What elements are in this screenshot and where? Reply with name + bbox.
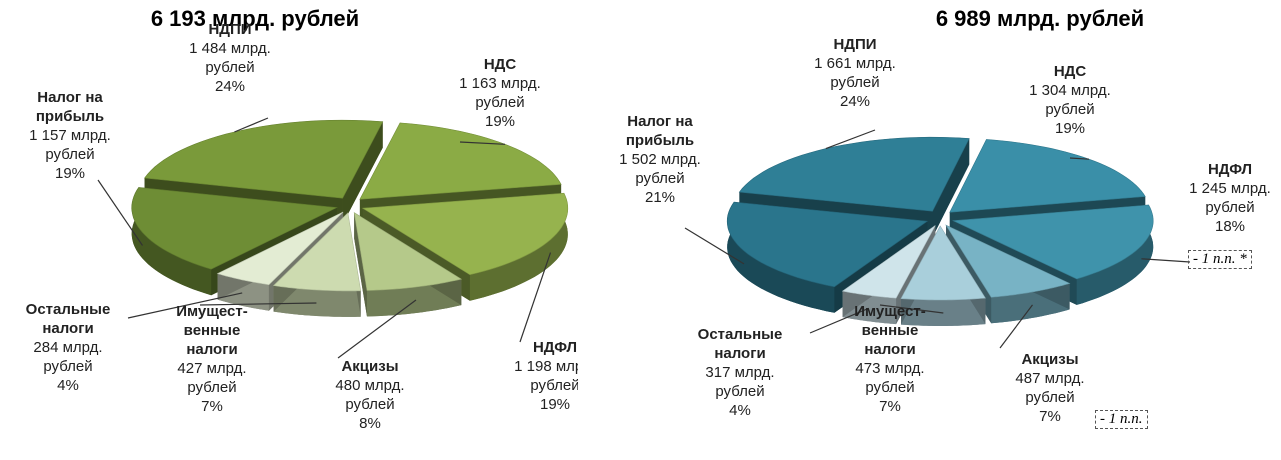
share-label: 19% <box>1054 120 1086 137</box>
value-label: 480 млрд. рублей <box>335 377 405 413</box>
category-label: НДФЛ <box>1207 161 1253 178</box>
slice <box>272 212 362 292</box>
value-label: 1 502 млрд. рублей <box>619 151 701 187</box>
value-label: 1 163 млрд. рублей <box>459 75 541 111</box>
leader-line <box>1069 157 1090 160</box>
category-label: НДС <box>483 56 517 73</box>
slice-label: Налог на прибыль 1 502 млрд. рублей 21% <box>612 112 708 207</box>
leader-line <box>825 129 876 150</box>
chart-title: 6 989 млрд. рублей <box>935 6 1145 31</box>
share-label: 4% <box>729 402 751 419</box>
share-label: 4% <box>57 377 79 394</box>
chart-panel: 6 193 млрд. рублей НДПИ 1 484 млрд. рублей… <box>0 0 578 460</box>
leader-line <box>199 302 317 306</box>
slice-label: Остальные налоги 317 млрд. рублей 4% <box>692 325 788 420</box>
slice-label: НДФЛ 1 245 млрд. рублей 18% <box>1182 160 1278 236</box>
slice <box>353 211 463 291</box>
leader-line <box>459 141 506 145</box>
category-label: Имущест-венные налоги <box>854 303 926 358</box>
slice-label: НДФЛ 1 198 млрд. рублей 19% <box>507 338 578 414</box>
slice-label: Налог на прибыль 1 157 млрд. рублей 19% <box>22 88 118 183</box>
chart <box>684 129 1191 349</box>
slice-side <box>131 187 212 296</box>
slice-label: Имущест-венные налоги 427 млрд. рублей 7% <box>164 302 260 416</box>
share-label: 24% <box>214 78 246 95</box>
annotation: - 1 п.п. <box>1095 410 1148 429</box>
slice <box>361 192 569 276</box>
leader-line <box>234 117 269 133</box>
chart-title: 6 193 млрд. рублей <box>150 6 360 31</box>
value-label: 427 млрд. рублей <box>177 360 247 396</box>
slice-label: НДПИ 1 484 млрд. рублей 24% <box>182 20 278 96</box>
slice <box>900 225 986 301</box>
category-label: Акцизы <box>1021 351 1079 368</box>
leader-line <box>519 252 552 343</box>
slice-side <box>901 298 986 326</box>
slice-side <box>342 121 383 225</box>
leader-line <box>999 304 1033 349</box>
slice-side <box>932 138 970 238</box>
category-label: НДФЛ <box>532 339 578 356</box>
value-label: 1 304 млрд. рублей <box>1029 82 1111 118</box>
slice-label: НДС 1 304 млрд. рублей 19% <box>1022 62 1118 138</box>
slice-label: Акцизы 480 млрд. рублей 8% <box>322 357 418 433</box>
slice <box>952 204 1154 280</box>
share-label: 19% <box>54 165 86 182</box>
category-label: Акцизы <box>341 358 399 375</box>
share-label: 24% <box>839 93 871 110</box>
category-label: НДС <box>1053 63 1087 80</box>
category-label: НДПИ <box>833 36 877 53</box>
value-label: 284 млрд. рублей <box>33 339 103 375</box>
leader-line <box>97 179 143 246</box>
leader-line <box>684 227 745 265</box>
value-label: 1 245 млрд. рублей <box>1189 180 1271 216</box>
value-label: 317 млрд. рублей <box>705 364 775 400</box>
value-label: 1 661 млрд. рублей <box>814 55 896 91</box>
slice-side <box>273 285 361 317</box>
value-label: 1 198 млрд. рублей <box>514 358 578 394</box>
leader-line <box>1141 258 1191 263</box>
value-label: 473 млрд. рублей <box>855 360 925 396</box>
slice-label: Остальные налоги 284 млрд. рублей 4% <box>20 300 116 395</box>
share-label: 19% <box>539 396 571 413</box>
category-label: Остальные налоги <box>697 326 783 362</box>
value-label: 487 млрд. рублей <box>1015 370 1085 406</box>
slice <box>841 225 936 299</box>
slice-label: НДС 1 163 млрд. рублей 19% <box>452 55 548 131</box>
share-label: 8% <box>359 415 381 432</box>
value-label: 1 484 млрд. рублей <box>189 40 271 76</box>
value-label: 1 157 млрд. рублей <box>29 127 111 163</box>
annotation: - 1 п.п. * <box>1188 250 1252 269</box>
slice-label: Акцизы 487 млрд. рублей 7% <box>1002 350 1098 426</box>
category-label: Остальные налоги <box>25 301 111 337</box>
category-label: Имущест-венные налоги <box>176 303 248 358</box>
category-label: НДПИ <box>208 21 252 38</box>
slice <box>131 187 338 270</box>
chart-panel: 6 989 млрд. рублей НДПИ 1 661 млрд. рублей… <box>590 0 1281 460</box>
share-label: 7% <box>879 398 901 415</box>
share-label: 18% <box>1214 218 1246 235</box>
share-label: 7% <box>1039 408 1061 425</box>
slice-side <box>354 212 367 317</box>
leader-line <box>879 304 944 314</box>
leader-line <box>127 292 243 319</box>
slice <box>726 201 929 288</box>
category-label: Налог на прибыль <box>625 113 695 149</box>
share-label: 21% <box>644 189 676 206</box>
chart <box>97 117 569 359</box>
share-label: 7% <box>201 398 223 415</box>
slice <box>945 224 1071 298</box>
slice-side <box>1076 205 1154 305</box>
slice <box>216 211 344 286</box>
slice-label: Имущест-венные налоги 473 млрд. рублей 7% <box>842 302 938 416</box>
slice-label: НДПИ 1 661 млрд. рублей 24% <box>807 35 903 111</box>
category-label: Налог на прибыль <box>35 89 105 125</box>
slice-side <box>469 193 568 301</box>
leader-line <box>337 299 417 359</box>
share-label: 19% <box>484 113 516 130</box>
leader-line <box>809 307 869 334</box>
slice-side <box>727 202 835 313</box>
